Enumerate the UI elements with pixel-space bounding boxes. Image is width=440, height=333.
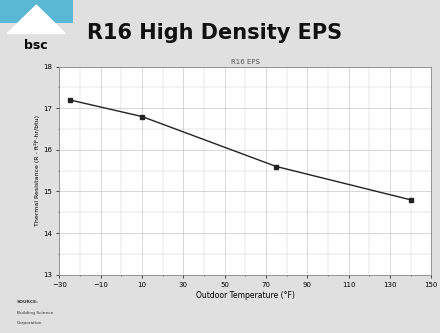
Text: Building Science: Building Science xyxy=(17,311,53,315)
Text: Corporation: Corporation xyxy=(17,321,42,325)
Bar xyxy=(0,0,73,23)
Text: SOURCE:: SOURCE: xyxy=(17,300,38,304)
Y-axis label: Thermal Resistance (R - ft²F·hr/btu): Thermal Resistance (R - ft²F·hr/btu) xyxy=(34,115,40,226)
Text: R16 High Density EPS: R16 High Density EPS xyxy=(87,23,342,43)
Polygon shape xyxy=(7,5,65,34)
Text: bsc: bsc xyxy=(25,39,48,52)
Title: R16 EPS: R16 EPS xyxy=(231,59,260,65)
X-axis label: Outdoor Temperature (°F): Outdoor Temperature (°F) xyxy=(196,291,295,300)
